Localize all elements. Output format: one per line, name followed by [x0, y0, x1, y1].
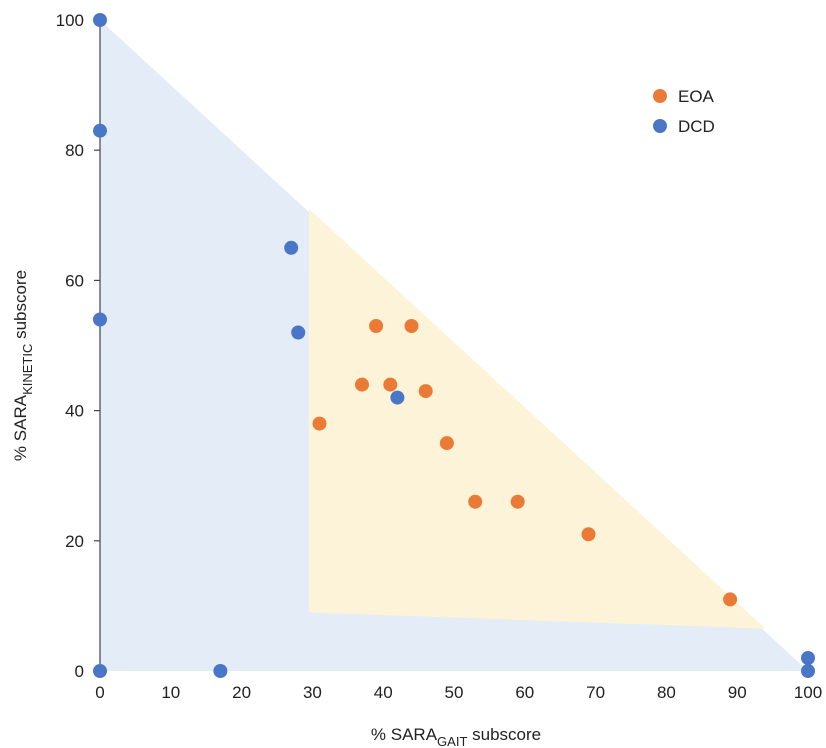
shaded-regions [100, 20, 808, 671]
y-tick-label: 80 [65, 141, 84, 160]
x-tick-label: 40 [374, 683, 393, 702]
region-1 [308, 208, 766, 629]
x-tick-label: 100 [794, 683, 822, 702]
point-dcd [801, 664, 815, 678]
x-axis-ticks: 0 10 20 30 40 50 60 70 80 90 100 [95, 683, 822, 702]
point-dcd [93, 123, 107, 138]
y-tick-label: 40 [65, 402, 84, 421]
point-eoa [369, 319, 384, 333]
y-axis-ticks: 0 20 40 60 80 100 [56, 11, 100, 681]
legend-marker-eoa [653, 89, 667, 103]
point-eoa [723, 592, 738, 607]
y-axis-label-suffix: subscore [11, 270, 30, 344]
y-axis-label-prefix: % SARA [11, 394, 30, 461]
y-tick-label: 20 [65, 532, 84, 551]
x-tick-label: 70 [586, 683, 605, 702]
point-eoa [355, 377, 369, 392]
point-dcd [93, 664, 107, 678]
point-eoa [383, 377, 398, 392]
x-tick-label: 60 [515, 683, 534, 702]
y-tick-label: 60 [65, 271, 84, 290]
point-dcd [93, 13, 107, 27]
legend: EOA DCD [653, 87, 715, 136]
legend-marker-dcd [653, 119, 667, 133]
y-axis-label-subscript: KINETIC [20, 344, 35, 395]
point-dcd [801, 651, 815, 665]
x-axis-label-prefix: % SARA [371, 725, 438, 744]
point-dcd [284, 240, 299, 255]
point-eoa [404, 319, 419, 333]
x-axis-label: % SARAGAIT subscore [371, 725, 541, 748]
x-tick-label: 90 [728, 683, 747, 702]
x-tick-label: 0 [95, 683, 104, 702]
x-tick-label: 10 [161, 683, 180, 702]
point-eoa [439, 436, 454, 451]
x-tick-label: 80 [657, 683, 676, 702]
legend-label-eoa: EOA [678, 87, 715, 106]
data-points [93, 13, 815, 678]
point-eoa [312, 416, 327, 431]
x-tick-label: 20 [232, 683, 251, 702]
point-eoa [581, 527, 596, 542]
y-tick-label: 0 [75, 662, 84, 681]
x-axis-label-suffix: subscore [467, 725, 541, 744]
x-tick-label: 50 [445, 683, 464, 702]
point-eoa [510, 494, 525, 509]
point-dcd [291, 325, 306, 340]
x-axis-label-subscript: GAIT [437, 734, 467, 748]
legend-label-dcd: DCD [678, 117, 715, 136]
point-dcd [390, 390, 405, 405]
point-eoa [418, 384, 433, 399]
y-axis-label: % SARAKINETIC subscore [11, 270, 35, 461]
x-tick-label: 30 [303, 683, 322, 702]
y-tick-label: 100 [56, 11, 84, 30]
point-dcd [213, 664, 228, 678]
point-dcd [93, 312, 107, 327]
point-eoa [468, 494, 483, 509]
